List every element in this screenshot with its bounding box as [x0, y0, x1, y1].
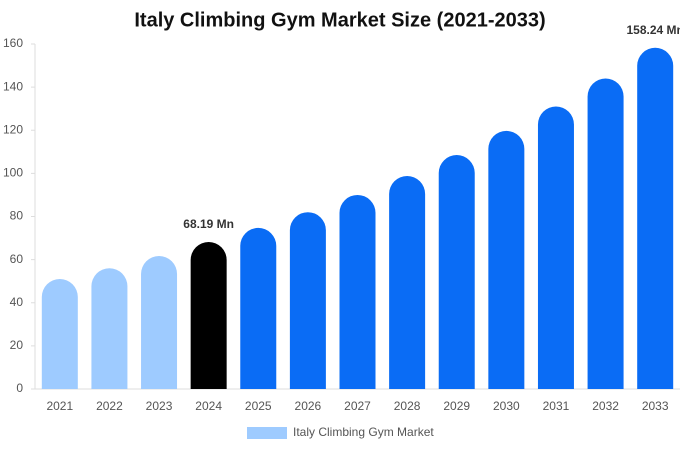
x-tick-label: 2033 [642, 399, 669, 413]
bar [41, 279, 78, 389]
bar [91, 268, 128, 389]
x-tick-label: 2023 [146, 399, 173, 413]
x-tick-label: 2021 [46, 399, 73, 413]
x-tick-label: 2031 [543, 399, 570, 413]
bar [537, 106, 574, 389]
x-tick-label: 2030 [493, 399, 520, 413]
y-tick-label: 40 [10, 295, 24, 309]
y-tick-label: 60 [10, 252, 24, 266]
y-tick-label: 80 [10, 209, 24, 223]
legend-label: Italy Climbing Gym Market [293, 425, 434, 439]
y-tick-label: 100 [3, 166, 23, 180]
x-tick-label: 2028 [394, 399, 421, 413]
bar [141, 255, 178, 389]
value-label: 158.24 Mn [627, 23, 680, 37]
y-tick-label: 160 [3, 36, 23, 50]
y-tick-label: 140 [3, 79, 23, 93]
bar [289, 212, 326, 389]
bar [637, 47, 674, 390]
x-tick-label: 2024 [195, 399, 222, 413]
bar [190, 241, 227, 389]
bar [339, 194, 376, 389]
bar [587, 78, 624, 389]
y-tick-label: 0 [16, 381, 23, 395]
x-tick-label: 2022 [96, 399, 123, 413]
bar [240, 227, 277, 389]
legend-swatch [247, 427, 287, 439]
value-label: 68.19 Mn [183, 217, 234, 231]
x-tick-label: 2032 [592, 399, 619, 413]
y-tick-label: 20 [10, 338, 24, 352]
bar [389, 175, 426, 389]
x-tick-label: 2026 [295, 399, 322, 413]
x-tick-label: 2025 [245, 399, 272, 413]
y-tick-label: 120 [3, 122, 23, 136]
bar [488, 130, 525, 389]
x-tick-label: 2029 [443, 399, 470, 413]
x-tick-label: 2027 [344, 399, 371, 413]
bar [438, 155, 475, 389]
chart-title: Italy Climbing Gym Market Size (2021-203… [134, 9, 545, 31]
